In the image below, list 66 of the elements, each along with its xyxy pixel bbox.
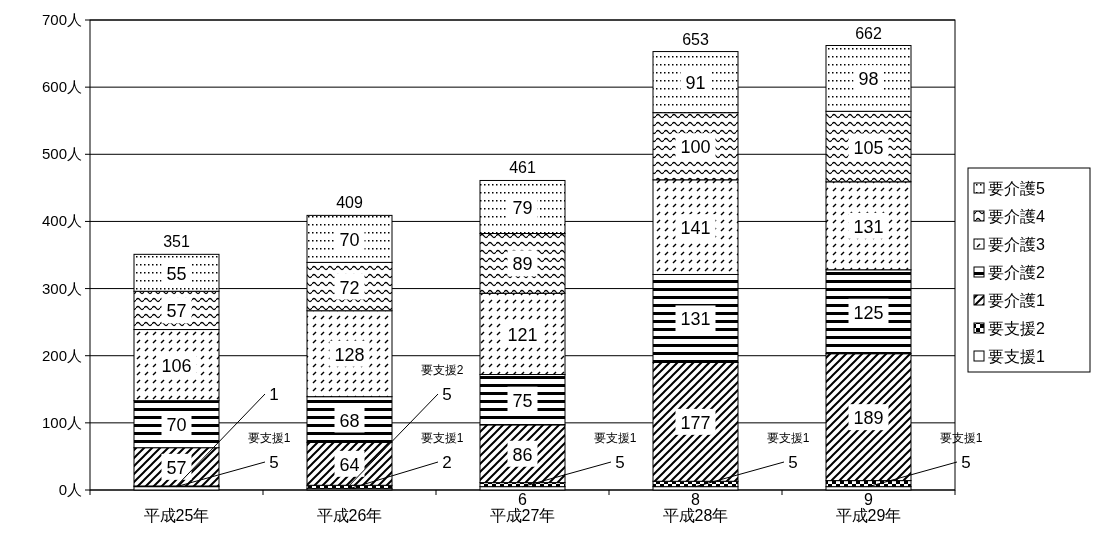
annotation: 要支援1 — [247, 431, 291, 445]
data-label: 79 — [512, 197, 533, 218]
data-label: 131 — [853, 216, 884, 237]
x-tick-label: 平成29年 — [835, 507, 902, 524]
data-label: 64 — [339, 454, 360, 475]
legend-label: 要介護1 — [988, 292, 1045, 309]
annotation: 要支援1 — [939, 431, 983, 445]
data-label: 89 — [512, 254, 533, 275]
annotation: 5 — [442, 385, 452, 404]
data-label: 128 — [334, 344, 365, 365]
annotation: 5 — [961, 453, 971, 472]
data-label: 9 — [864, 491, 874, 508]
data-label: 177 — [680, 412, 711, 433]
data-label: 8 — [691, 491, 701, 508]
data-label: 57 — [166, 301, 187, 322]
data-label: 57 — [166, 457, 187, 478]
x-tick-label: 平成28年 — [662, 507, 729, 524]
total-label: 461 — [509, 159, 536, 177]
data-label: 6 — [518, 491, 528, 508]
legend-label: 要介護3 — [988, 236, 1045, 253]
y-tick-label: 600人 — [41, 78, 82, 96]
data-label: 100 — [680, 137, 711, 158]
y-tick-label: 0人 — [58, 481, 82, 498]
y-tick-label: 500人 — [41, 145, 82, 163]
total-label: 662 — [855, 24, 882, 42]
annotation: 5 — [269, 453, 279, 472]
annotation: 1 — [269, 385, 279, 404]
data-label: 105 — [853, 137, 884, 158]
annotation: 2 — [442, 453, 452, 472]
annotation: 要支援1 — [420, 431, 464, 445]
data-label: 70 — [339, 229, 360, 250]
data-label: 86 — [512, 444, 533, 465]
data-label: 98 — [858, 69, 879, 90]
data-label: 55 — [166, 263, 187, 284]
y-tick-label: 100人 — [41, 413, 82, 431]
legend-label: 要支援1 — [988, 348, 1045, 365]
data-label: 189 — [853, 408, 884, 429]
annotation: 要支援1 — [593, 431, 637, 445]
total-label: 351 — [163, 233, 190, 251]
data-label: 91 — [685, 73, 706, 94]
data-label: 131 — [680, 309, 711, 330]
data-label: 141 — [680, 218, 711, 239]
data-label: 121 — [507, 324, 538, 345]
data-label: 72 — [339, 277, 360, 298]
y-tick-label: 400人 — [41, 212, 82, 230]
annotation: 5 — [788, 453, 798, 472]
data-label: 75 — [512, 390, 533, 411]
legend-label: 要支援2 — [988, 320, 1045, 337]
total-label: 653 — [682, 30, 709, 48]
y-tick-label: 700人 — [41, 11, 82, 28]
x-tick-label: 平成27年 — [489, 507, 556, 524]
y-tick-label: 200人 — [41, 346, 82, 364]
legend-label: 要介護2 — [988, 264, 1045, 281]
x-tick-label: 平成25年 — [143, 507, 210, 524]
total-label: 409 — [336, 194, 363, 212]
y-tick-label: 300人 — [41, 279, 82, 297]
annotation: 要支援2 — [420, 363, 464, 377]
data-label: 106 — [161, 356, 192, 377]
data-label: 68 — [339, 410, 360, 431]
legend-label: 要介護4 — [988, 208, 1045, 225]
x-tick-label: 平成26年 — [316, 507, 383, 524]
annotation: 要支援1 — [766, 431, 810, 445]
data-label: 125 — [853, 302, 884, 323]
legend-label: 要介護5 — [988, 180, 1045, 197]
data-label: 70 — [166, 415, 187, 436]
annotation: 5 — [615, 453, 625, 472]
